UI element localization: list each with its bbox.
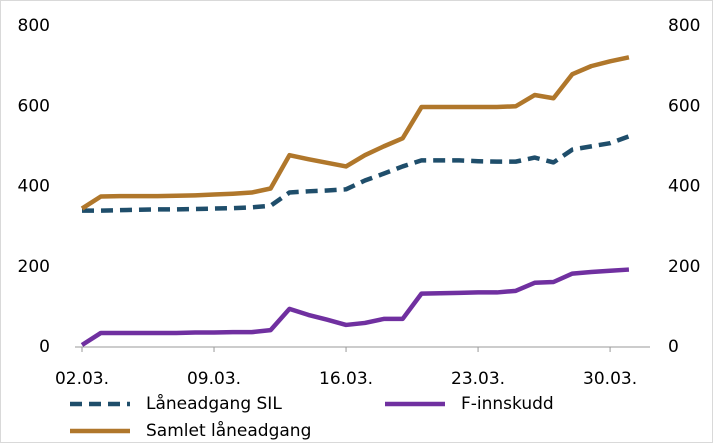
x-tick-label: 30.03.: [583, 369, 637, 389]
series-line: [80, 55, 630, 211]
series-line: [82, 134, 630, 213]
legend-label: Låneadgang SIL: [146, 393, 282, 414]
y2-tick-label: 200: [668, 257, 700, 277]
legend-label: Samlet låneadgang: [146, 420, 311, 441]
series-line: [80, 267, 630, 347]
y-tick-label: 800: [18, 16, 50, 36]
y-tick-label: 600: [18, 96, 50, 116]
y2-tick-label: 800: [668, 16, 700, 36]
y2-tick-label: 600: [668, 96, 700, 116]
x-tick-label: 16.03.: [319, 369, 373, 389]
y-tick-label: 400: [18, 177, 50, 197]
x-tick-label: 09.03.: [187, 369, 241, 389]
y2-tick-label: 0: [668, 337, 679, 357]
y2-tick-label: 400: [668, 177, 700, 197]
x-tick-label: 02.03.: [55, 369, 109, 389]
y-tick-label: 200: [18, 257, 50, 277]
y-tick-label: 0: [39, 337, 50, 357]
x-tick-label: 23.03.: [451, 369, 505, 389]
legend-label: F-innskudd: [461, 394, 554, 414]
